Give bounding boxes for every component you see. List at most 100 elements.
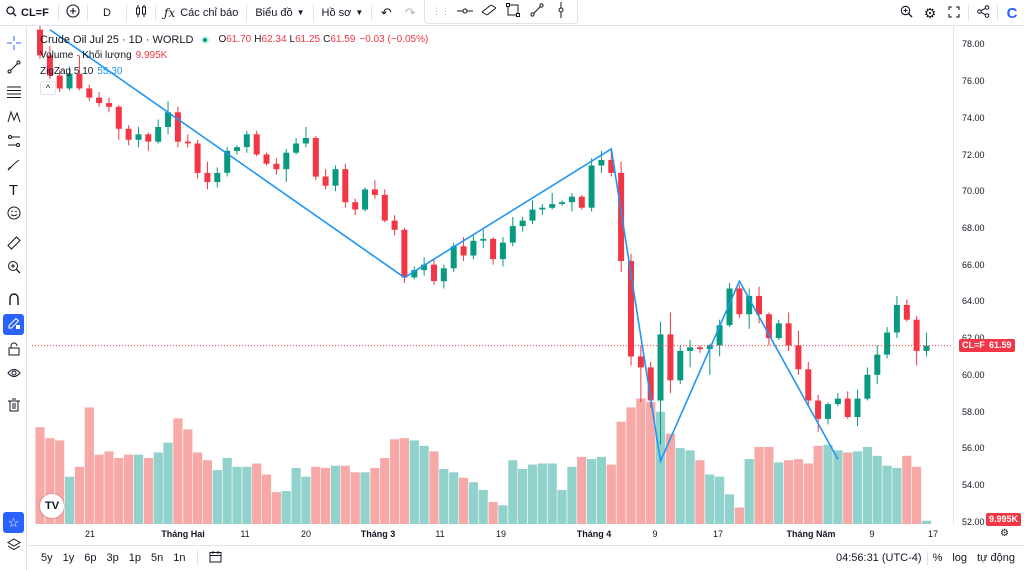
candle-body bbox=[293, 143, 300, 153]
volume-bar bbox=[813, 445, 823, 524]
emoji-tool[interactable] bbox=[3, 204, 24, 225]
volume-bar bbox=[321, 467, 331, 524]
volume-bar bbox=[360, 472, 370, 524]
profile-menu-button[interactable]: Hồ sơ ▼ bbox=[316, 0, 370, 26]
trend-line-tool[interactable] bbox=[525, 1, 549, 23]
volume-bar bbox=[862, 447, 872, 524]
parallel-channel-tool[interactable] bbox=[477, 1, 501, 23]
log-toggle[interactable]: log bbox=[952, 552, 968, 564]
range-button[interactable]: 1n bbox=[173, 552, 186, 564]
candle bbox=[588, 158, 595, 212]
candle-body bbox=[450, 246, 457, 269]
high-value: 62.34 bbox=[261, 34, 287, 45]
fib-tool[interactable] bbox=[3, 83, 24, 104]
horizontal-line-tool[interactable] bbox=[453, 1, 477, 23]
candle bbox=[411, 266, 418, 280]
candle-body bbox=[568, 196, 575, 203]
range-button[interactable]: 3p bbox=[106, 552, 119, 564]
volume-bar bbox=[852, 451, 863, 524]
range-button[interactable]: 1y bbox=[62, 552, 75, 564]
indicators-button[interactable]: ƒx Các chỉ báo bbox=[158, 0, 244, 26]
volume-bar bbox=[793, 459, 803, 524]
candle bbox=[56, 70, 63, 93]
legend-collapse-button[interactable]: ^ bbox=[40, 81, 56, 95]
volume-bar bbox=[94, 454, 104, 524]
pattern-tool[interactable] bbox=[3, 108, 24, 129]
measure-tool[interactable] bbox=[3, 234, 24, 255]
fullscreen-button[interactable] bbox=[942, 0, 966, 26]
undo-button[interactable]: ↶ bbox=[374, 0, 398, 26]
projection-tool[interactable] bbox=[3, 132, 24, 153]
candle bbox=[243, 130, 250, 153]
candle bbox=[844, 391, 851, 419]
goto-date-button[interactable] bbox=[204, 545, 228, 570]
candle bbox=[825, 402, 831, 425]
search-icon bbox=[6, 5, 17, 20]
text-tool[interactable]: T bbox=[3, 180, 24, 201]
auto-scale-toggle[interactable]: tự động bbox=[977, 552, 1015, 564]
rectangle-tool[interactable] bbox=[501, 1, 525, 23]
chart-menu-button[interactable]: Biểu đồ ▼ bbox=[249, 0, 310, 26]
crosshair-tool[interactable] bbox=[3, 34, 24, 55]
candle-body bbox=[687, 347, 694, 351]
volume-bar bbox=[803, 463, 813, 524]
lock-all-tool[interactable] bbox=[3, 340, 24, 361]
clock-time[interactable]: 04:56:31 (UTC-4) bbox=[835, 552, 922, 564]
redo-button[interactable]: ↷ bbox=[398, 0, 422, 26]
compare-add-button[interactable] bbox=[61, 0, 85, 26]
magnet-tool[interactable] bbox=[3, 290, 24, 311]
vertical-line-tool[interactable] bbox=[549, 1, 573, 23]
volume-bar bbox=[74, 466, 84, 524]
legend-main-row[interactable]: Crude Oil Jul 25 · 1D · WORLD O 61.70 H 62… bbox=[40, 32, 428, 48]
volume-bar bbox=[232, 466, 242, 524]
volume-bar bbox=[902, 455, 912, 524]
range-button[interactable]: 6p bbox=[84, 552, 97, 564]
zoom-button[interactable] bbox=[894, 0, 918, 26]
axis-settings-button[interactable]: ⚙ bbox=[1000, 528, 1009, 539]
symbol-search-button[interactable]: CL=F bbox=[0, 0, 56, 26]
volume-bar bbox=[193, 452, 203, 524]
legend-zigzag-row[interactable]: ZigZag 5 10 55.30 bbox=[40, 64, 428, 80]
zoom-in-tool[interactable] bbox=[3, 258, 24, 279]
close-key: C bbox=[323, 34, 331, 45]
lock-drawing-mode-tool[interactable] bbox=[3, 314, 24, 335]
candle-body bbox=[322, 176, 329, 186]
volume-bar bbox=[212, 470, 222, 524]
candle-body bbox=[785, 323, 792, 346]
volume-bar bbox=[724, 494, 735, 524]
candle-body bbox=[539, 207, 546, 210]
candle-body bbox=[529, 209, 536, 221]
settings-button[interactable]: ⚙ bbox=[918, 0, 942, 26]
line-tool[interactable] bbox=[3, 58, 24, 79]
range-button[interactable]: 5n bbox=[151, 552, 164, 564]
chart-type-button[interactable] bbox=[129, 0, 153, 26]
volume-bar bbox=[222, 458, 232, 524]
candle-body bbox=[174, 112, 181, 142]
hide-drawings-tool[interactable] bbox=[3, 364, 24, 385]
drag-handle[interactable]: ⋮⋮ bbox=[429, 1, 453, 23]
price-tick-label: 68.00 bbox=[962, 222, 985, 233]
volume-bar bbox=[577, 456, 587, 524]
range-button[interactable]: 5y bbox=[41, 552, 53, 564]
candle bbox=[696, 345, 703, 353]
candle bbox=[470, 235, 477, 260]
candle bbox=[765, 312, 772, 346]
volume-bar bbox=[133, 454, 144, 524]
percent-toggle[interactable]: % bbox=[932, 552, 943, 564]
candle bbox=[293, 138, 300, 155]
interval-button[interactable]: D bbox=[90, 0, 124, 26]
favorites-tool[interactable]: ☆ bbox=[3, 512, 24, 533]
brush-tool[interactable] bbox=[3, 156, 24, 177]
candle bbox=[332, 165, 339, 192]
range-button[interactable]: 1p bbox=[128, 552, 141, 564]
legend-volume-row[interactable]: Volume · Khối lượng 9.995K bbox=[40, 48, 428, 64]
tradingview-logo[interactable]: TV bbox=[40, 494, 64, 518]
trend-line-icon bbox=[7, 60, 21, 77]
candle-body bbox=[815, 400, 822, 419]
object-tree-tool[interactable] bbox=[3, 536, 24, 557]
market-status-icon bbox=[201, 36, 210, 44]
share-button[interactable] bbox=[971, 0, 995, 26]
volume-bar bbox=[616, 421, 626, 524]
delete-drawings-tool[interactable] bbox=[3, 396, 24, 417]
